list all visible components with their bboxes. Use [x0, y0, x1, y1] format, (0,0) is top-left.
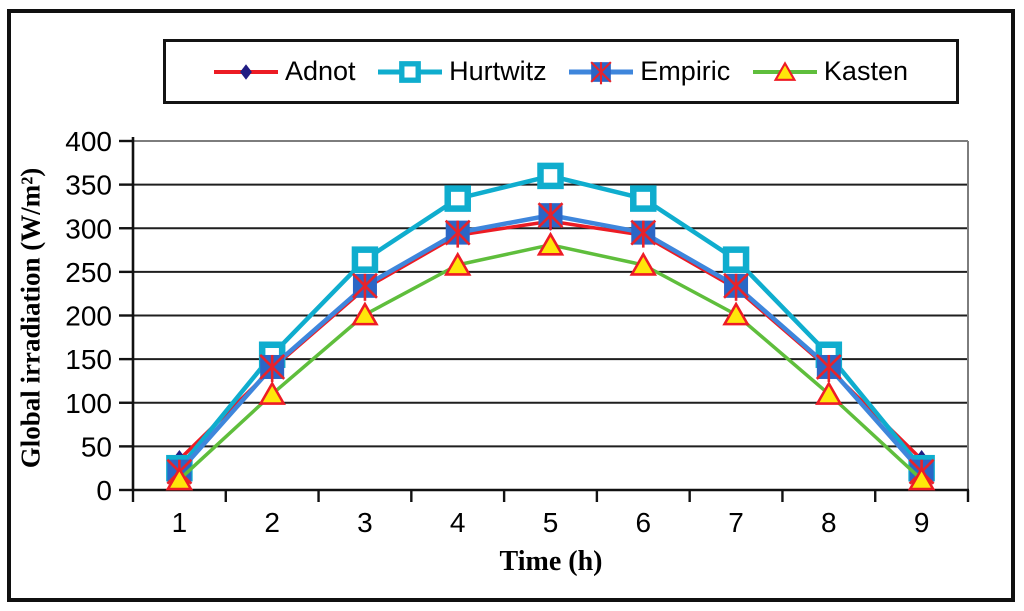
svg-text:350: 350	[65, 170, 112, 201]
figure-border	[7, 9, 1015, 602]
svg-text:5: 5	[543, 507, 559, 538]
legend-label-kasten: Kasten	[823, 56, 908, 86]
legend-label-adnot: Adnot	[285, 56, 356, 86]
svg-text:3: 3	[357, 507, 373, 538]
svg-text:400: 400	[65, 126, 112, 157]
svg-text:9: 9	[914, 507, 930, 538]
empiric-line-marker-icon	[567, 56, 635, 88]
legend-label-empiric: Empiric	[640, 56, 731, 86]
svg-text:4: 4	[450, 507, 466, 538]
svg-text:0: 0	[96, 475, 112, 506]
svg-text:100: 100	[65, 388, 112, 419]
legend: Adnot Hurtwitz Empiric Kasten	[163, 39, 959, 104]
legend-entry-kasten: Kasten	[751, 56, 908, 88]
y-axis-title: Global irradiation (W/m²)	[15, 167, 46, 469]
svg-text:150: 150	[65, 344, 112, 375]
svg-text:7: 7	[728, 507, 744, 538]
adnot-line-marker-icon	[212, 56, 280, 88]
svg-text:200: 200	[65, 301, 112, 332]
legend-entry-empiric: Empiric	[567, 56, 730, 88]
hurtwitz-line-marker-icon	[376, 56, 444, 88]
legend-entry-adnot: Adnot	[212, 56, 356, 88]
svg-text:1: 1	[172, 507, 188, 538]
svg-text:300: 300	[65, 213, 112, 244]
svg-text:6: 6	[635, 507, 651, 538]
svg-text:8: 8	[821, 507, 837, 538]
svg-text:250: 250	[65, 257, 112, 288]
x-axis-title: Time (h)	[499, 546, 603, 577]
legend-entry-hurtwitz: Hurtwitz	[376, 56, 547, 88]
legend-label-hurtwitz: Hurtwitz	[449, 56, 547, 86]
svg-text:50: 50	[81, 431, 112, 462]
svg-text:2: 2	[264, 507, 280, 538]
kasten-line-marker-icon	[751, 56, 819, 88]
